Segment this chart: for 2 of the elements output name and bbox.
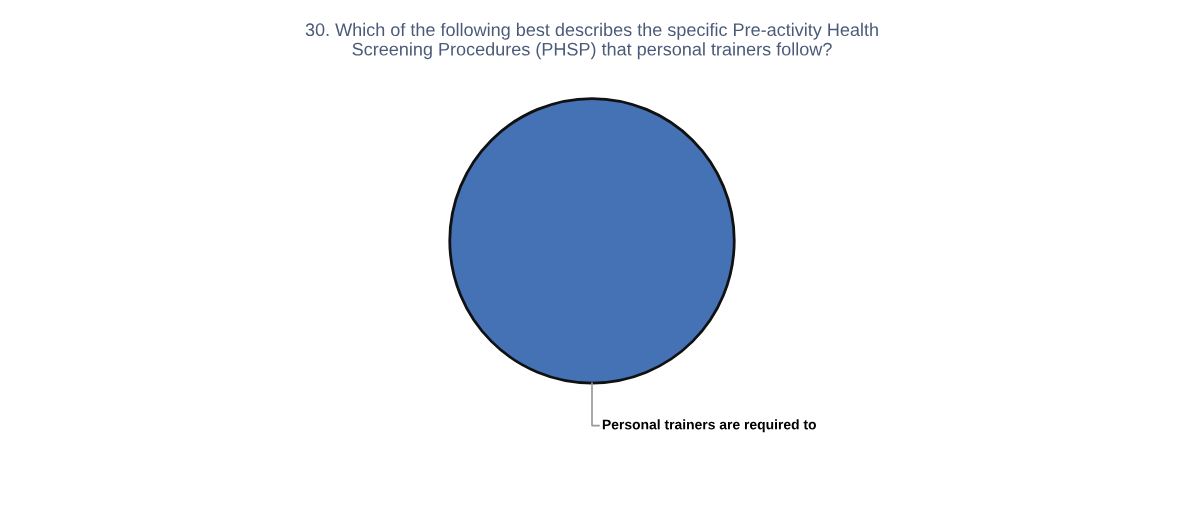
slice-label: Personal trainers are required to [602, 419, 816, 433]
chart-title: 30. Which of the following best describes the specific Pre-activity Health Screening Procedures (PHSP) that personal trainers follow? [305, 22, 878, 60]
